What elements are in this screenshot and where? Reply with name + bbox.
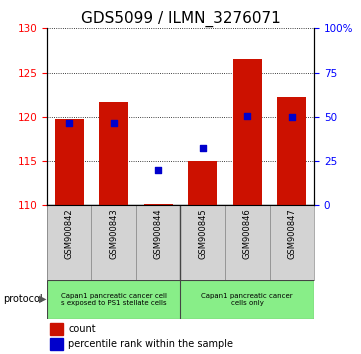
Text: Capan1 pancreatic cancer
cells only: Capan1 pancreatic cancer cells only bbox=[201, 293, 293, 306]
Bar bbox=[225, 205, 270, 280]
Bar bbox=[144, 204, 173, 205]
Bar bbox=[49, 338, 63, 350]
Point bbox=[200, 145, 206, 150]
Point bbox=[289, 114, 295, 120]
Text: GSM900847: GSM900847 bbox=[287, 208, 296, 259]
Text: GSM900845: GSM900845 bbox=[198, 208, 207, 259]
Text: Capan1 pancreatic cancer cell
s exposed to PS1 stellate cells: Capan1 pancreatic cancer cell s exposed … bbox=[61, 293, 167, 306]
Text: ▶: ▶ bbox=[39, 294, 46, 304]
Bar bbox=[277, 97, 306, 205]
Bar bbox=[91, 205, 136, 280]
Bar bbox=[136, 205, 180, 280]
Bar bbox=[99, 102, 128, 205]
Text: GSM900846: GSM900846 bbox=[243, 208, 252, 259]
Point bbox=[244, 113, 250, 119]
Bar bbox=[233, 59, 262, 205]
Bar bbox=[49, 323, 63, 335]
Point bbox=[111, 120, 117, 126]
Bar bbox=[180, 280, 314, 319]
Point bbox=[155, 167, 161, 173]
Text: count: count bbox=[68, 324, 96, 334]
Bar bbox=[47, 280, 180, 319]
Text: percentile rank within the sample: percentile rank within the sample bbox=[68, 339, 233, 349]
Text: GSM900844: GSM900844 bbox=[154, 208, 163, 259]
Text: GSM900842: GSM900842 bbox=[65, 208, 74, 259]
Bar bbox=[270, 205, 314, 280]
Bar bbox=[180, 205, 225, 280]
Bar bbox=[47, 205, 91, 280]
Text: GSM900843: GSM900843 bbox=[109, 208, 118, 259]
Bar bbox=[188, 161, 217, 205]
Title: GDS5099 / ILMN_3276071: GDS5099 / ILMN_3276071 bbox=[81, 11, 280, 27]
Point bbox=[66, 120, 72, 126]
Bar bbox=[55, 119, 84, 205]
Text: protocol: protocol bbox=[3, 294, 43, 304]
